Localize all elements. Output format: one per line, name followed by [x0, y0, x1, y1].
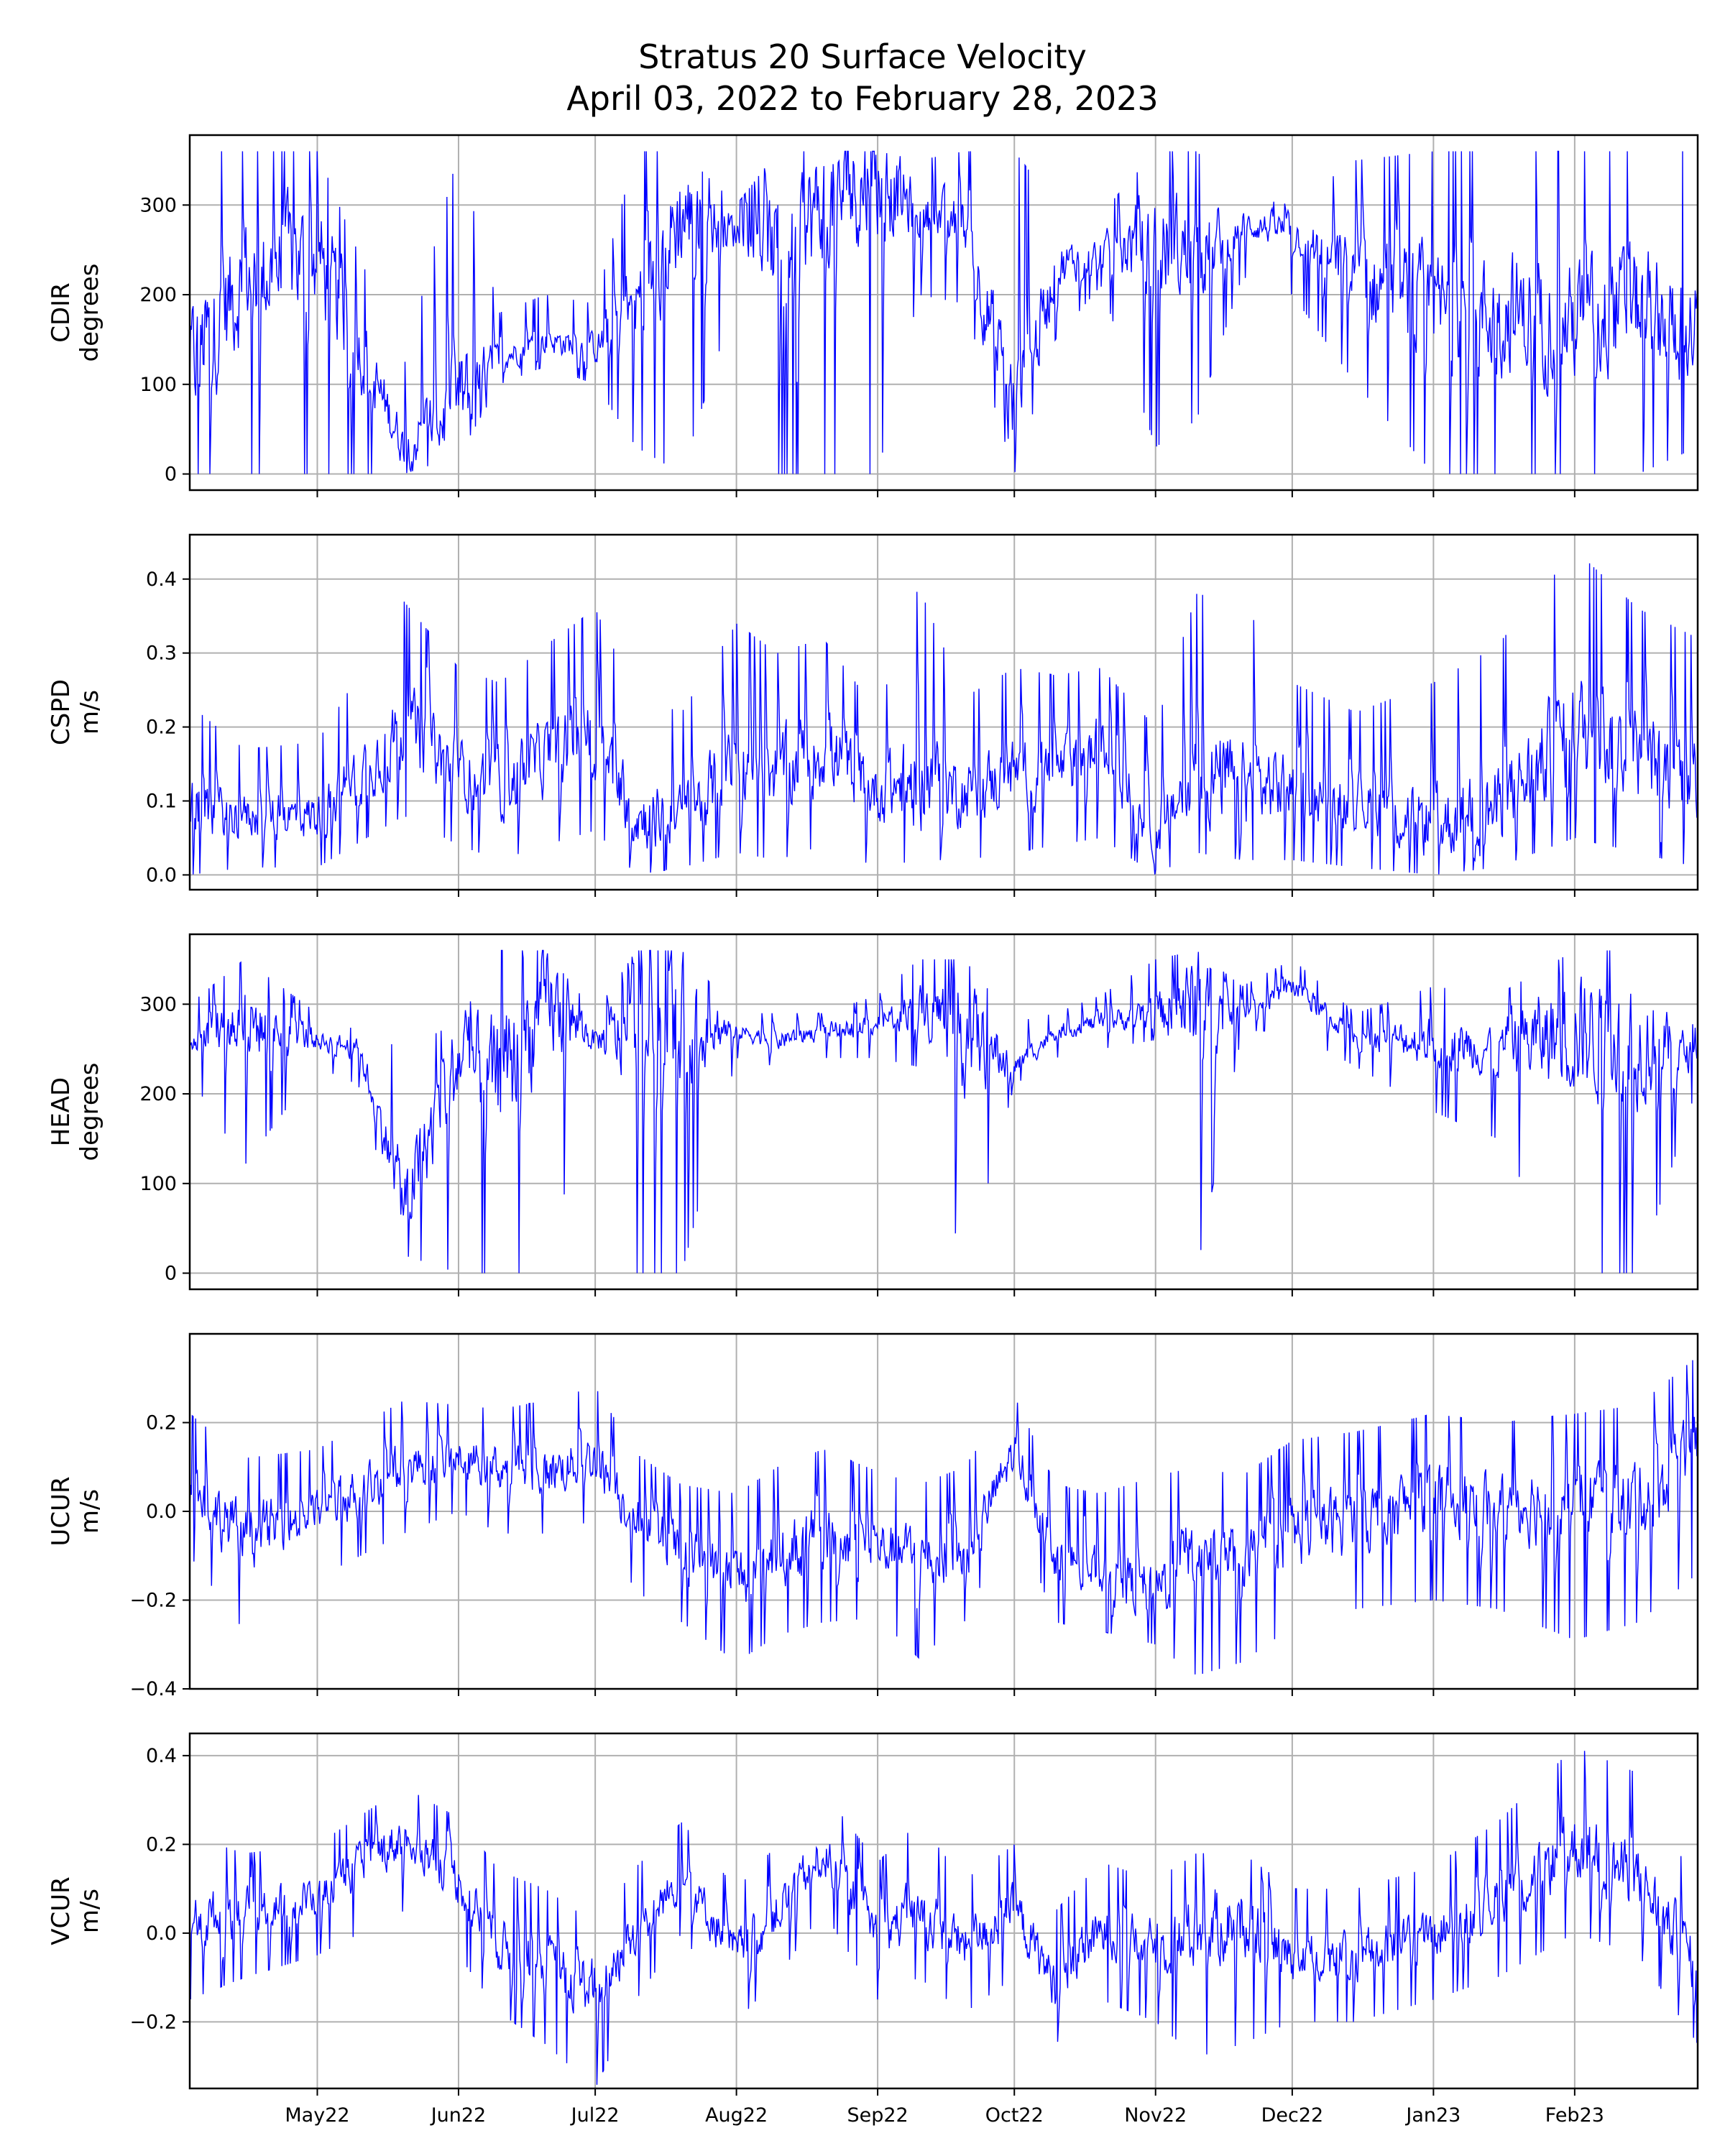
y-axis-label: CDIR	[47, 282, 75, 343]
x-tick-label: Feb23	[1545, 2104, 1604, 2127]
y-tick-label: 100	[139, 1173, 177, 1195]
y-tick-label: 0.4	[146, 1745, 177, 1767]
y-tick-label: 0.0	[146, 1922, 177, 1945]
x-tick-label: Jul22	[570, 2104, 620, 2127]
y-tick-label: 0.0	[146, 864, 177, 886]
y-tick-label: 100	[139, 374, 177, 396]
y-axis-label: UCUR	[47, 1476, 75, 1546]
x-tick-label: Jan23	[1404, 2104, 1460, 2127]
y-tick-label: −0.4	[129, 1678, 177, 1700]
panel-head: 0 100 200 300 HEAD degrees	[47, 933, 1699, 1296]
x-tick-label: Jun22	[430, 2104, 487, 2127]
x-tick-label: May22	[285, 2104, 349, 2127]
panel-cdir: 0 100 200 300 CDIR degrees	[47, 134, 1699, 497]
y-tick-label: 0.0	[146, 1501, 177, 1523]
y-tick-label: 0.3	[146, 642, 177, 665]
series-line-vcur	[190, 1751, 1698, 2085]
y-tick-label: 200	[139, 284, 177, 306]
axes-frame	[188, 533, 1699, 891]
y-tick-label: 200	[139, 1083, 177, 1105]
y-tick-label: 0	[165, 1263, 177, 1285]
panel-vcur: −0.2 0.0 0.2 0.4 May22 Jun22 Jul22 Aug22 Sep22 Oc…	[47, 1732, 1699, 2127]
panel-cspd: 0.0 0.1 0.2 0.3 0.4 CSPD m/s	[47, 533, 1699, 897]
figure-title-block: Stratus 20 Surface Velocity April 03, 20…	[0, 36, 1725, 119]
figure-subtitle: April 03, 2022 to February 28, 2023	[566, 79, 1159, 118]
series-line-cdir	[190, 150, 1698, 474]
x-tick-label: Sep22	[847, 2104, 908, 2127]
axes-frame	[188, 134, 1699, 492]
y-axis-unit: degrees	[75, 264, 104, 362]
y-tick-label: 300	[139, 194, 177, 216]
y-axis-unit: m/s	[75, 1889, 104, 1933]
y-tick-label: 0.2	[146, 717, 177, 739]
y-tick-label: 0.2	[146, 1412, 177, 1434]
x-tick-label: Oct22	[985, 2104, 1044, 2127]
x-tick-label: Dec22	[1261, 2104, 1324, 2127]
x-tick-label: Nov22	[1124, 2104, 1187, 2127]
y-tick-label: 0.4	[146, 568, 177, 591]
y-axis-label: VCUR	[47, 1876, 75, 1945]
series-line-ucur	[190, 1360, 1698, 1674]
series-line-head	[190, 949, 1698, 1273]
axes-frame	[188, 933, 1699, 1291]
y-axis-unit: m/s	[75, 690, 104, 734]
y-axis-unit: m/s	[75, 1489, 104, 1534]
figure-title: Stratus 20 Surface Velocity	[638, 37, 1087, 76]
y-axis-label: CSPD	[47, 679, 75, 745]
y-axis-unit: degrees	[75, 1063, 104, 1161]
y-tick-label: −0.2	[129, 2011, 177, 2033]
panel-ucur: −0.4 −0.2 0.0 0.2 UCUR m/s	[47, 1332, 1699, 1700]
y-tick-label: 0.1	[146, 791, 177, 813]
y-tick-label: −0.2	[129, 1590, 177, 1612]
y-tick-label: 300	[139, 993, 177, 1015]
axes-frame	[188, 1732, 1699, 2090]
y-tick-label: 0.2	[146, 1833, 177, 1856]
x-tick-label: Aug22	[705, 2104, 768, 2127]
series-line-cspd	[190, 563, 1698, 875]
y-tick-label: 0	[165, 464, 177, 486]
y-axis-label: HEAD	[47, 1077, 75, 1147]
